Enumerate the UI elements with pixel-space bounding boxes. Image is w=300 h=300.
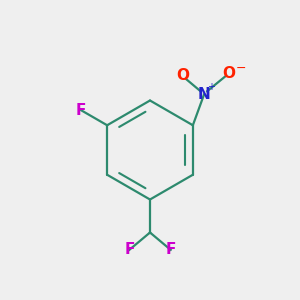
Text: F: F	[76, 103, 86, 118]
Text: +: +	[207, 82, 215, 92]
Text: F: F	[124, 242, 134, 257]
Text: −: −	[236, 62, 246, 75]
Text: O: O	[176, 68, 189, 83]
Text: O: O	[222, 67, 235, 82]
Text: N: N	[198, 87, 211, 102]
Text: F: F	[166, 242, 176, 257]
